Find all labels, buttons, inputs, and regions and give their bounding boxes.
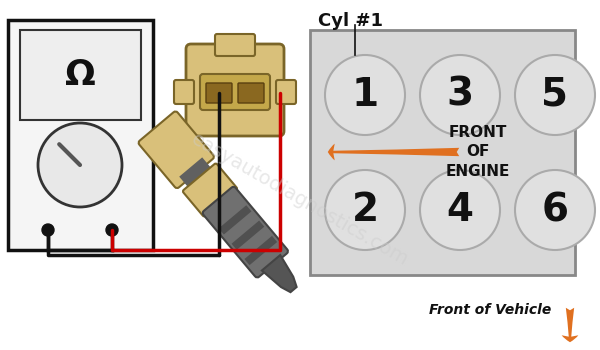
Circle shape	[325, 55, 405, 135]
Circle shape	[325, 170, 405, 250]
Text: 5: 5	[542, 76, 569, 114]
Bar	[179, 158, 212, 188]
Bar	[219, 205, 251, 235]
Bar	[20, 30, 141, 120]
Circle shape	[42, 224, 54, 236]
FancyBboxPatch shape	[174, 80, 194, 104]
Text: 1: 1	[352, 76, 379, 114]
Text: Ω: Ω	[65, 58, 95, 92]
Circle shape	[420, 55, 500, 135]
FancyBboxPatch shape	[215, 34, 255, 56]
FancyBboxPatch shape	[186, 44, 284, 136]
Bar	[8, 20, 153, 250]
Bar	[232, 220, 264, 250]
Circle shape	[515, 170, 595, 250]
Circle shape	[515, 55, 595, 135]
Bar	[244, 236, 277, 265]
Bar	[310, 30, 575, 275]
Text: 2: 2	[352, 191, 379, 229]
FancyBboxPatch shape	[203, 187, 288, 278]
FancyBboxPatch shape	[200, 74, 270, 110]
Text: 4: 4	[446, 191, 473, 229]
FancyBboxPatch shape	[206, 83, 232, 103]
Text: 6: 6	[542, 191, 569, 229]
Text: Cyl #1: Cyl #1	[317, 12, 383, 30]
Circle shape	[106, 224, 118, 236]
Polygon shape	[262, 255, 296, 292]
FancyBboxPatch shape	[238, 83, 264, 103]
Circle shape	[38, 123, 122, 207]
Text: 3: 3	[446, 76, 473, 114]
Text: easyautodiagnostics.com: easyautodiagnostics.com	[188, 130, 412, 270]
Circle shape	[420, 170, 500, 250]
FancyBboxPatch shape	[139, 111, 214, 188]
FancyBboxPatch shape	[183, 163, 237, 216]
FancyBboxPatch shape	[276, 80, 296, 104]
Text: Front of Vehicle: Front of Vehicle	[429, 303, 551, 317]
Text: FRONT
OF
ENGINE: FRONT OF ENGINE	[446, 125, 510, 179]
